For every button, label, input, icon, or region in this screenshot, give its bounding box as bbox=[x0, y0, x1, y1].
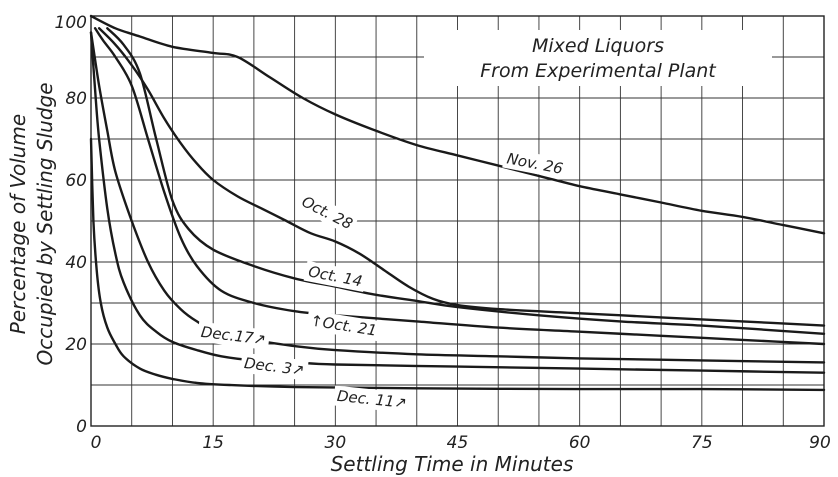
y-axis-title-line-1: Percentage of Volume bbox=[6, 114, 30, 334]
series-label: Dec. 3↗ bbox=[243, 354, 305, 379]
x-tick-label: 75 bbox=[691, 433, 713, 453]
series-label-backdrop bbox=[295, 190, 359, 236]
y-axis-ticks: 0 20 40 60 80 100 bbox=[55, 13, 87, 437]
series-label-group: ↑Oct. 21 bbox=[305, 310, 382, 342]
series-line-dec-11 bbox=[89, 137, 826, 392]
y-tick-label: 100 bbox=[55, 13, 87, 33]
plot-frame bbox=[90, 15, 825, 427]
series-line-dec-3 bbox=[89, 31, 826, 374]
series-curves bbox=[89, 14, 826, 392]
series-label: Dec.17↗ bbox=[200, 323, 267, 349]
x-tick-label: 90 bbox=[809, 433, 831, 453]
y-tick-label: 20 bbox=[65, 335, 87, 355]
series-label-backdrop bbox=[305, 310, 382, 342]
series-label-backdrop bbox=[502, 147, 568, 180]
series-label-backdrop bbox=[333, 385, 411, 414]
series-label-backdrop bbox=[303, 260, 367, 292]
series-label-backdrop bbox=[196, 321, 271, 351]
series-label-backdrop bbox=[239, 352, 309, 381]
series-label-group: Dec. 3↗ bbox=[239, 352, 309, 381]
title-backdrop bbox=[424, 30, 772, 86]
series-label-group: Dec. 11↗ bbox=[333, 385, 411, 414]
series-label-group: Dec.17↗ bbox=[196, 321, 271, 351]
x-tick-label: 0 bbox=[91, 433, 102, 453]
y-tick-label: 80 bbox=[65, 89, 87, 109]
x-axis-ticks: 0 15 30 45 60 75 90 bbox=[91, 433, 831, 453]
series-label-group: Oct. 28 bbox=[295, 190, 359, 236]
x-tick-label: 30 bbox=[325, 433, 347, 453]
y-axis-title-line-2: Occupied by Settling Sludge bbox=[33, 82, 57, 365]
x-tick-label: 60 bbox=[569, 433, 591, 453]
y-tick-label: 0 bbox=[76, 417, 87, 437]
chart-title-line-1: Mixed Liquors bbox=[532, 35, 664, 57]
series-label: Dec. 11↗ bbox=[336, 387, 408, 412]
x-axis-title: Settling Time in Minutes bbox=[331, 452, 574, 476]
x-tick-label: 45 bbox=[447, 433, 469, 453]
series-line-oct-21 bbox=[93, 27, 826, 346]
series-line-nov-26 bbox=[89, 14, 826, 235]
y-tick-label: 60 bbox=[65, 171, 87, 191]
y-tick-label: 40 bbox=[65, 253, 87, 273]
series-line-oct-28 bbox=[97, 27, 826, 327]
series-line-oct-14 bbox=[106, 27, 826, 335]
x-tick-label: 15 bbox=[202, 433, 224, 453]
chart-title-line-2: From Experimental Plant bbox=[480, 60, 717, 82]
